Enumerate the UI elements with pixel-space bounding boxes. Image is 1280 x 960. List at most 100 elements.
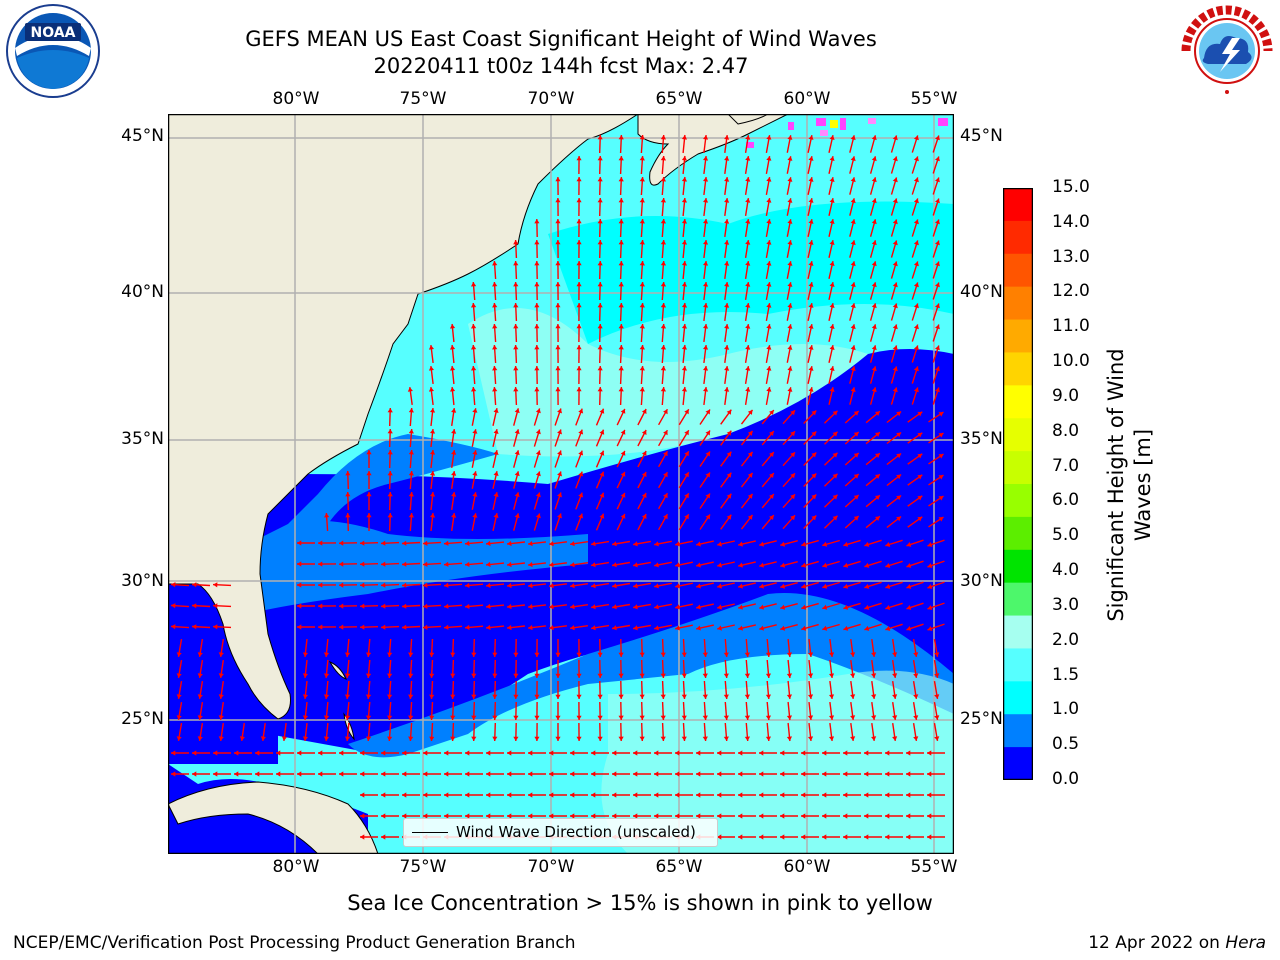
- wave-arrow-head: [801, 604, 807, 610]
- wave-arrow-head: [759, 792, 764, 798]
- wave-arrow-head: [684, 493, 689, 499]
- wave-arrow-head: [555, 240, 561, 245]
- wave-arrow-head: [618, 324, 624, 329]
- wave-arrow-head: [323, 694, 330, 699]
- wave-arrow-head: [612, 750, 617, 756]
- wave-arrow-head: [853, 495, 859, 500]
- wave-arrow-head: [197, 652, 203, 657]
- wave-arrow-head: [681, 219, 687, 224]
- wave-arrow-head: [366, 471, 372, 476]
- wave-arrow-head: [578, 492, 584, 498]
- wave-arrow-head: [745, 387, 751, 392]
- wave-arrow-head: [557, 471, 562, 477]
- wave-arrow-head: [366, 715, 372, 720]
- wave-arrow-head: [906, 792, 911, 798]
- wave-arrow-head: [493, 471, 499, 476]
- wave-arrow-head: [892, 652, 898, 657]
- wave-arrow-head: [871, 652, 877, 657]
- wave-arrow-head: [213, 771, 218, 777]
- wave-arrow-head: [486, 624, 491, 630]
- wave-arrow-head: [696, 541, 701, 547]
- wave-arrow-head: [913, 366, 919, 372]
- wave-arrow-head: [633, 792, 638, 798]
- colorbar-tick-label: 8.0: [1052, 420, 1080, 441]
- wave-arrow-head: [549, 750, 554, 756]
- wave-arrow-head: [843, 813, 848, 819]
- lat-label-left-30n: 30°N: [121, 571, 164, 591]
- wave-arrow-head: [766, 282, 772, 287]
- wave-arrow-head: [218, 715, 224, 720]
- wave-arrow-head: [675, 771, 680, 777]
- wave-arrow-head: [297, 603, 302, 609]
- wave-arrow-head: [822, 562, 828, 568]
- sea-ice-patches: [746, 118, 948, 148]
- wave-arrow-head: [557, 450, 562, 456]
- lon-label-bottom-75w: 75°W: [399, 857, 447, 877]
- wave-arrow-head: [780, 813, 785, 819]
- lon-label-top-55w: 55°W: [910, 89, 958, 109]
- wave-arrow-head: [829, 156, 835, 161]
- wave-arrow-head: [618, 345, 624, 350]
- wave-arrow-head: [780, 750, 785, 756]
- wave-arrow-head: [597, 261, 603, 266]
- wave-arrow-head: [171, 750, 176, 756]
- wave-arrow-head: [450, 324, 456, 329]
- wave-arrow-head: [297, 750, 302, 756]
- wave-arrow-head: [935, 345, 940, 351]
- wave-arrow-head: [787, 240, 793, 245]
- ocean-layer-blue-mid: [168, 520, 588, 624]
- wave-arrow-head: [885, 750, 890, 756]
- wave-arrow-head: [171, 624, 176, 630]
- wave-arrow-head: [534, 303, 540, 308]
- wave-arrow-head: [850, 303, 856, 309]
- wave-arrow-head: [345, 736, 351, 741]
- wave-arrow-head: [576, 303, 582, 308]
- wave-arrow-head: [765, 673, 771, 678]
- wave-arrow-head: [832, 473, 838, 479]
- wave-arrow-head: [769, 494, 774, 499]
- wave-arrow-head: [927, 542, 933, 547]
- colorbar-segment: [1003, 549, 1033, 584]
- wave-arrow-head: [492, 673, 498, 678]
- wave-arrow-head: [513, 240, 519, 245]
- wave-arrow-head: [913, 198, 919, 204]
- wave-arrow-head: [513, 736, 519, 741]
- wave-arrow-head: [885, 605, 891, 610]
- wave-arrow-head: [705, 514, 710, 520]
- wave-arrow-head: [570, 750, 575, 756]
- wave-arrow-head: [345, 492, 351, 497]
- wave-arrow-head: [597, 198, 603, 203]
- wave-arrow-head: [465, 792, 470, 798]
- wave-arrow-head: [850, 366, 856, 372]
- wave-arrow-head: [339, 771, 344, 777]
- wave-arrow-head: [675, 583, 680, 589]
- noaa-logo-text: NOAA: [31, 25, 76, 41]
- wave-arrow-head: [913, 219, 919, 225]
- wave-arrow-head: [471, 715, 477, 720]
- wave-arrow-head: [639, 177, 645, 182]
- wave-arrow-head: [599, 492, 605, 498]
- wave-arrow-head: [465, 582, 470, 588]
- wave-arrow-head: [549, 771, 554, 777]
- wave-arrow-head: [534, 219, 540, 224]
- lon-label-bottom-65w: 65°W: [655, 857, 703, 877]
- wave-arrow-head: [465, 561, 470, 567]
- wave-arrow-head: [260, 736, 266, 741]
- wave-arrow-head: [528, 562, 533, 568]
- wave-arrow-head: [917, 516, 923, 522]
- wave-arrow-head: [381, 603, 386, 609]
- wave-arrow-head: [808, 736, 814, 741]
- lon-label-bottom-60w: 60°W: [783, 857, 831, 877]
- wave-arrow-head: [717, 541, 722, 547]
- wave-arrow-head: [808, 324, 814, 329]
- wave-arrow-head: [766, 261, 772, 266]
- wave-arrow-head: [423, 813, 428, 819]
- map-title: GEFS MEAN US East Coast Significant Heig…: [245, 27, 877, 51]
- ocean-strip-straits: [188, 764, 368, 776]
- wave-arrow-head: [935, 303, 940, 309]
- wave-arrow-head: [618, 219, 624, 224]
- wave-arrow-head: [822, 792, 827, 798]
- wave-arrow-head: [927, 771, 932, 777]
- wave-arrow-head: [717, 813, 722, 819]
- wave-arrow-head: [492, 736, 498, 741]
